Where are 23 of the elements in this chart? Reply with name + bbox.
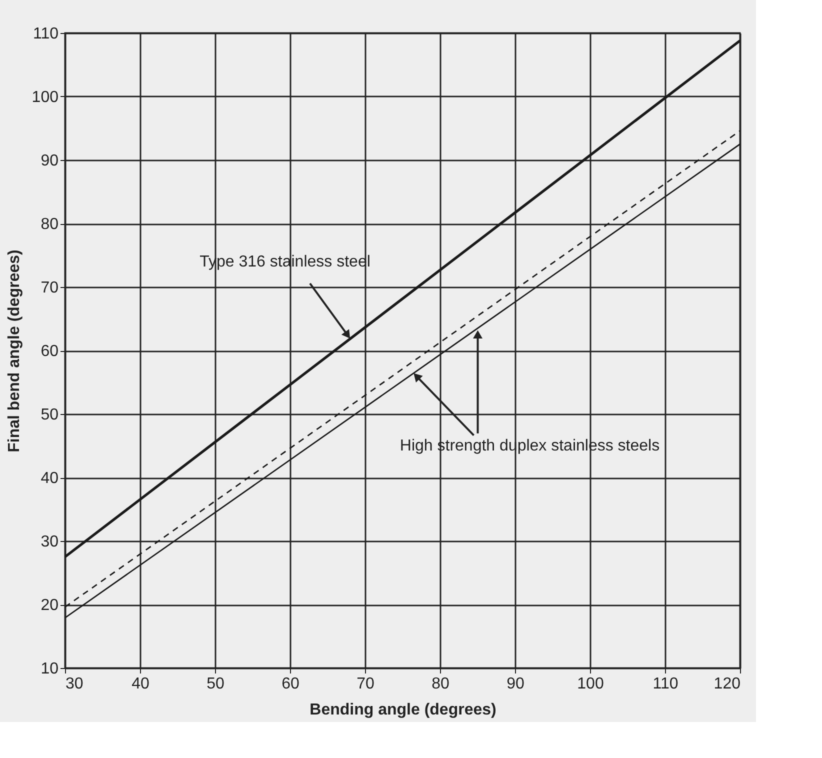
y-tick-label: 40 [40,470,59,487]
x-tick-label: 60 [282,676,300,692]
x-axis-title: Bending angle (degrees) [310,702,496,718]
x-tick-label: 120 [714,676,741,692]
y-tick-label: 100 [32,89,59,106]
y-tick-label: 20 [40,597,59,614]
y-axis-title: Final bend angle (degrees) [6,250,23,452]
x-tick-label: 40 [132,676,150,692]
x-tick-label: 110 [652,676,678,692]
y-tick-label: 70 [40,280,59,296]
y-tick-label: 110 [32,26,59,42]
y-tick-label: 60 [40,343,59,360]
y-tick-label: 10 [40,660,59,678]
x-tick-label: 70 [356,676,374,692]
y-tick-label: 30 [40,534,59,550]
x-tick-label: 100 [577,676,604,692]
y-tick-label: 50 [40,406,59,424]
x-tick-label: 50 [206,676,224,692]
x-tick-label: 30 [66,676,84,692]
x-tick-label: 90 [506,676,524,692]
y-tick-label: 80 [40,216,59,233]
x-tick-label: 80 [432,676,450,692]
y-tick-label: 90 [40,152,59,170]
